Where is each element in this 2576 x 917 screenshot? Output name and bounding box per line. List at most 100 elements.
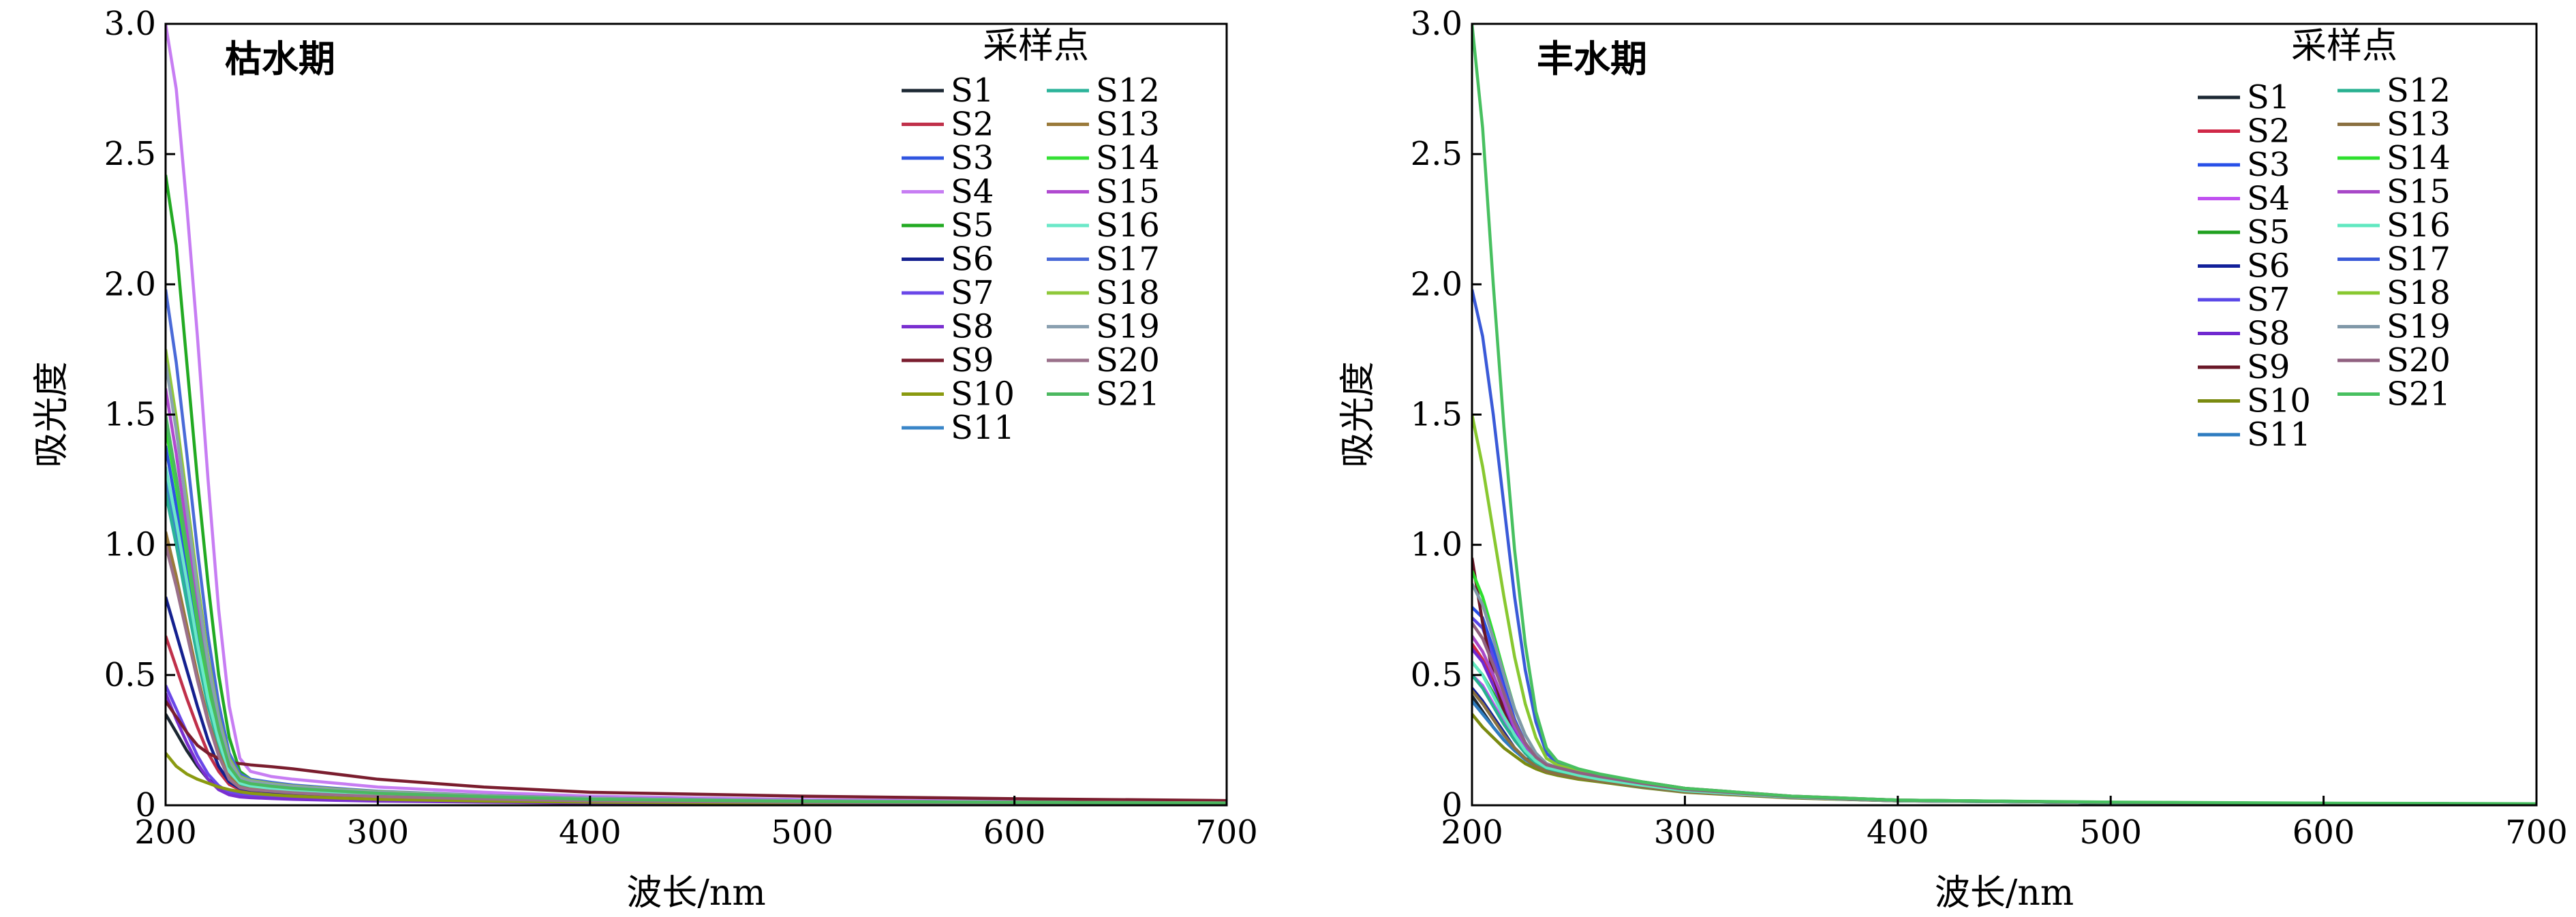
legend-label-s2: S2 <box>2247 112 2290 151</box>
series-line-s16 <box>166 466 1227 805</box>
legend-label-s19: S19 <box>2387 308 2451 346</box>
legend-label-s7: S7 <box>951 274 994 312</box>
legend-label-s3: S3 <box>2247 146 2290 184</box>
series-line-s19 <box>166 362 1227 805</box>
x-tick-label: 700 <box>1195 813 1258 852</box>
legend-label-s20: S20 <box>1096 341 1160 379</box>
y-tick-label: 0.5 <box>104 656 156 694</box>
x-axis-label: 波长/nm <box>626 873 765 914</box>
series-line-s9 <box>166 700 1227 803</box>
series-line-s11 <box>166 479 1227 805</box>
legend-label-s15: S15 <box>2387 173 2451 211</box>
series-line-s3 <box>166 446 1227 805</box>
x-tick-label: 200 <box>134 813 197 852</box>
legend-label-s11: S11 <box>951 409 1015 447</box>
x-axis-label: 波长/nm <box>1935 873 2074 914</box>
legend-label-s4: S4 <box>2247 180 2290 218</box>
x-tick-label: 600 <box>2293 813 2355 852</box>
legend-label-s3: S3 <box>951 139 994 177</box>
series-line-s17 <box>166 289 1227 805</box>
series-line-s18 <box>166 349 1227 805</box>
legend-label-s8: S8 <box>951 308 994 346</box>
series-line-s15 <box>166 388 1227 805</box>
y-tick-label: 0 <box>1441 786 1462 824</box>
series-line-s10 <box>1472 713 2536 805</box>
series-line-s4 <box>166 24 1227 805</box>
legend-label-s13: S13 <box>1096 106 1160 144</box>
y-tick-label: 3.0 <box>104 5 156 43</box>
legend-label-s11: S11 <box>2247 416 2311 454</box>
legend-label-s9: S9 <box>2247 348 2290 386</box>
legend-label-s2: S2 <box>951 106 994 144</box>
legend-label-s12: S12 <box>2387 72 2451 110</box>
x-tick-label: 400 <box>1867 813 1929 852</box>
y-axis-label: 吸光度 <box>31 361 72 467</box>
legend-label-s5: S5 <box>951 206 994 245</box>
x-tick-label: 500 <box>771 813 833 852</box>
y-tick-label: 2.0 <box>104 265 156 303</box>
legend-label-s17: S17 <box>2387 240 2451 279</box>
legend-label-s20: S20 <box>2387 341 2451 379</box>
series-line-s19 <box>1472 582 2536 805</box>
legend-title: 采样点 <box>2291 26 2397 67</box>
legend-label-s19: S19 <box>1096 308 1160 346</box>
chart-panel-wet-season: 200 300 400 500 600 700 0 0.5 1.0 1.5 2.0 2.5 3.0 波长/… <box>1338 5 2568 914</box>
legend-label-s10: S10 <box>2247 382 2311 420</box>
legend: 采样点S1S2S3S4S5S6S7S8S9S10S11S12S13S14S15S… <box>902 26 1160 447</box>
series-line-s14 <box>1472 570 2536 805</box>
panel-title: 丰水期 <box>1537 37 1647 80</box>
series-line-s20 <box>166 544 1227 805</box>
y-tick-label: 3.0 <box>1411 5 1462 43</box>
legend-label-s14: S14 <box>1096 139 1160 177</box>
series-line-s20 <box>1472 622 2536 805</box>
legend-label-s21: S21 <box>2387 375 2451 414</box>
x-tick-label: 400 <box>559 813 622 852</box>
y-tick-label: 2.5 <box>104 135 156 173</box>
x-tick-label: 200 <box>1441 813 1503 852</box>
series-lines <box>1472 24 2536 805</box>
series-line-s3 <box>1472 606 2536 805</box>
x-tick-label: 700 <box>2505 813 2568 852</box>
y-tick-label: 1.0 <box>104 526 156 564</box>
series-line-s9 <box>1472 557 2536 805</box>
legend-label-s17: S17 <box>1096 240 1160 279</box>
legend-label-s18: S18 <box>2387 274 2451 312</box>
legend-label-s5: S5 <box>2247 213 2290 251</box>
y-tick-label: 1.0 <box>1411 526 1462 564</box>
legend-label-s21: S21 <box>1096 375 1160 414</box>
legend-label-s8: S8 <box>2247 315 2290 353</box>
legend-label-s1: S1 <box>951 72 994 110</box>
plot-frame <box>164 22 1228 807</box>
legend-label-s6: S6 <box>951 240 994 279</box>
x-tick-label: 500 <box>2079 813 2142 852</box>
panel-title: 枯水期 <box>225 37 335 80</box>
legend-label-s6: S6 <box>2247 247 2290 285</box>
x-tick-label: 600 <box>983 813 1046 852</box>
legend-label-s16: S16 <box>1096 206 1160 245</box>
legend-label-s1: S1 <box>2247 78 2290 116</box>
series-line-s17 <box>1472 289 2536 805</box>
chart-panel-dry-season: 200 300 400 500 600 700 0 0.5 1.0 1.5 2.0 2.5 3.0 波长/… <box>31 5 1258 914</box>
legend-label-s13: S13 <box>2387 106 2451 144</box>
y-tick-label: 2.0 <box>1411 265 1462 303</box>
series-line-s12 <box>166 492 1227 805</box>
y-tick-label: 1.5 <box>1411 396 1462 434</box>
series-line-s2 <box>166 635 1227 805</box>
series-line-s13 <box>166 531 1227 805</box>
series-line-s21 <box>1472 24 2536 805</box>
series-line-s1 <box>1472 695 2536 805</box>
series-line-s7 <box>1472 617 2536 805</box>
legend-label-s16: S16 <box>2387 206 2451 245</box>
series-line-s11 <box>1472 700 2536 805</box>
y-tick-label: 0.5 <box>1411 656 1462 694</box>
series-line-s5 <box>166 174 1227 805</box>
y-axis-label: 吸光度 <box>1338 361 1379 467</box>
series-line-s18 <box>1472 414 2536 805</box>
legend-label-s7: S7 <box>2247 281 2290 319</box>
y-tick-label: 2.5 <box>1411 135 1462 173</box>
legend: 采样点S1S2S3S4S5S6S7S8S9S10S11S12S13S14S15S… <box>2198 26 2451 454</box>
series-line-s21 <box>166 414 1227 805</box>
y-tick-label: 0 <box>135 786 156 824</box>
series-lines <box>166 24 1227 805</box>
